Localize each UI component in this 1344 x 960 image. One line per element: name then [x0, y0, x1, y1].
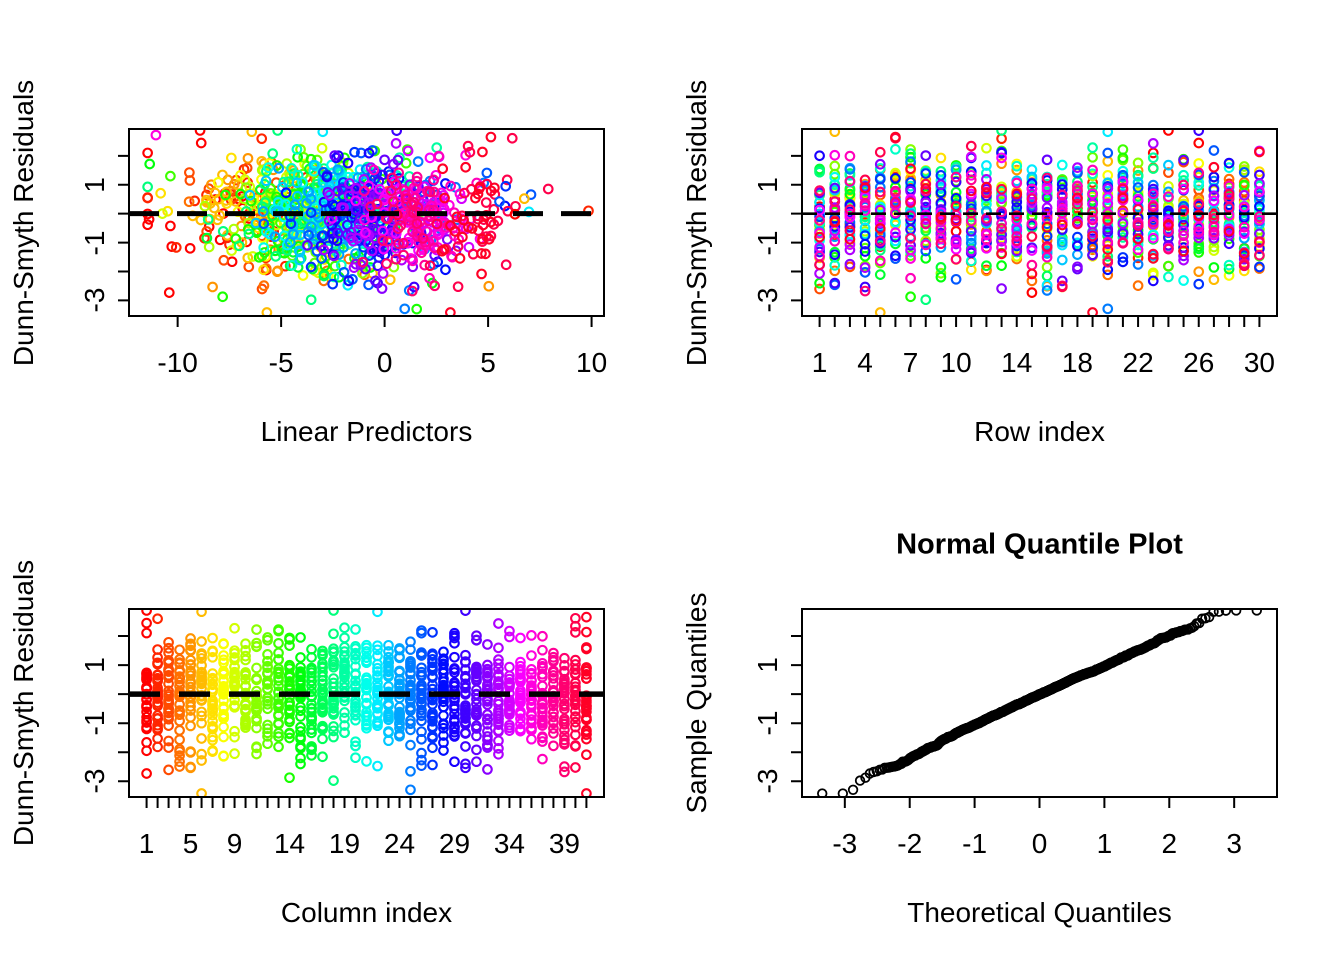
x-axis-label-column-index: Column index [280, 897, 453, 928]
qq-plot-title: Normal Quantile Plot [896, 528, 1183, 561]
x-axis-label-linear-predictors: Linear Predictors [260, 416, 473, 447]
y-axis-label-panel-row-index: Dunn-Smyth Residuals [681, 79, 712, 366]
x-axis-label-theoretical-quantiles: Theoretical Quantiles [907, 897, 1172, 928]
y-axis-label-sample-quantiles: Sample Quantiles [681, 592, 712, 814]
x-axis-label-row-index: Row index [974, 416, 1105, 447]
y-axis-label-panel-column-index: Dunn-Smyth Residuals [8, 559, 39, 847]
y-axis-label-panel-linear-predictors: Dunn-Smyth Residuals [8, 79, 39, 366]
